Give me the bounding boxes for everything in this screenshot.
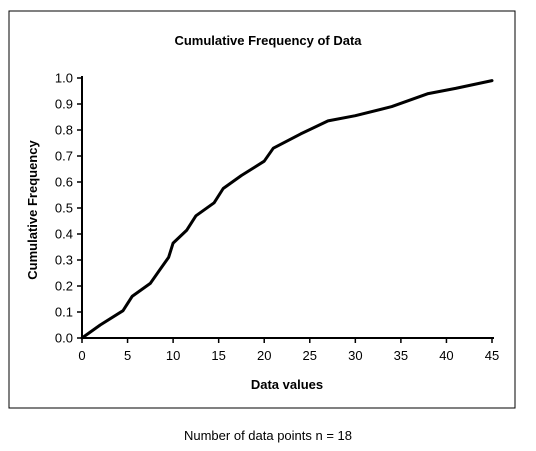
x-tick-label: 45 bbox=[485, 348, 499, 363]
y-tick-label: 0.8 bbox=[55, 123, 73, 138]
y-axis-ticks: 0.0 0.1 0.2 0.3 0.4 0.5 0.6 0.7 0.8 0.9 1.0 bbox=[55, 71, 82, 346]
x-tick-label: 30 bbox=[348, 348, 362, 363]
x-tick-label: 40 bbox=[439, 348, 453, 363]
chart-title: Cumulative Frequency of Data bbox=[174, 33, 362, 48]
x-axis-ticks: 0 5 10 15 20 25 30 35 40 45 bbox=[78, 338, 499, 363]
y-tick-label: 0.0 bbox=[55, 331, 73, 346]
x-tick-label: 5 bbox=[124, 348, 131, 363]
x-tick-label: 20 bbox=[257, 348, 271, 363]
x-tick-label: 10 bbox=[166, 348, 180, 363]
x-tick-label: 0 bbox=[78, 348, 85, 363]
x-tick-label: 25 bbox=[303, 348, 317, 363]
cumulative-frequency-chart: Cumulative Frequency of Data 0.00.10.20.… bbox=[8, 10, 516, 409]
y-tick-label: 0.3 bbox=[55, 253, 73, 268]
y-tick-label: 0.6 bbox=[55, 175, 73, 190]
x-tick-label: 35 bbox=[394, 348, 408, 363]
y-tick-label: 0.5 bbox=[55, 201, 73, 216]
x-tick-label: 15 bbox=[211, 348, 225, 363]
cumulative-frequency-line bbox=[80, 79, 494, 340]
chart-frame bbox=[8, 10, 516, 409]
y-tick-label: 0.9 bbox=[55, 97, 73, 112]
data-points-caption: Number of data points n = 18 bbox=[183, 428, 353, 443]
axes bbox=[81, 76, 494, 339]
y-tick-label: 0.1 bbox=[55, 305, 73, 320]
y-tick-label: 0.2 bbox=[55, 279, 73, 294]
x-axis-label: Data values bbox=[251, 377, 323, 392]
y-axis-label: Cumulative Frequency bbox=[25, 140, 40, 280]
y-tick-label: 1.0 bbox=[55, 71, 73, 86]
y-tick-label: 0.4 bbox=[55, 227, 73, 242]
y-tick-label: 0.7 bbox=[55, 149, 73, 164]
